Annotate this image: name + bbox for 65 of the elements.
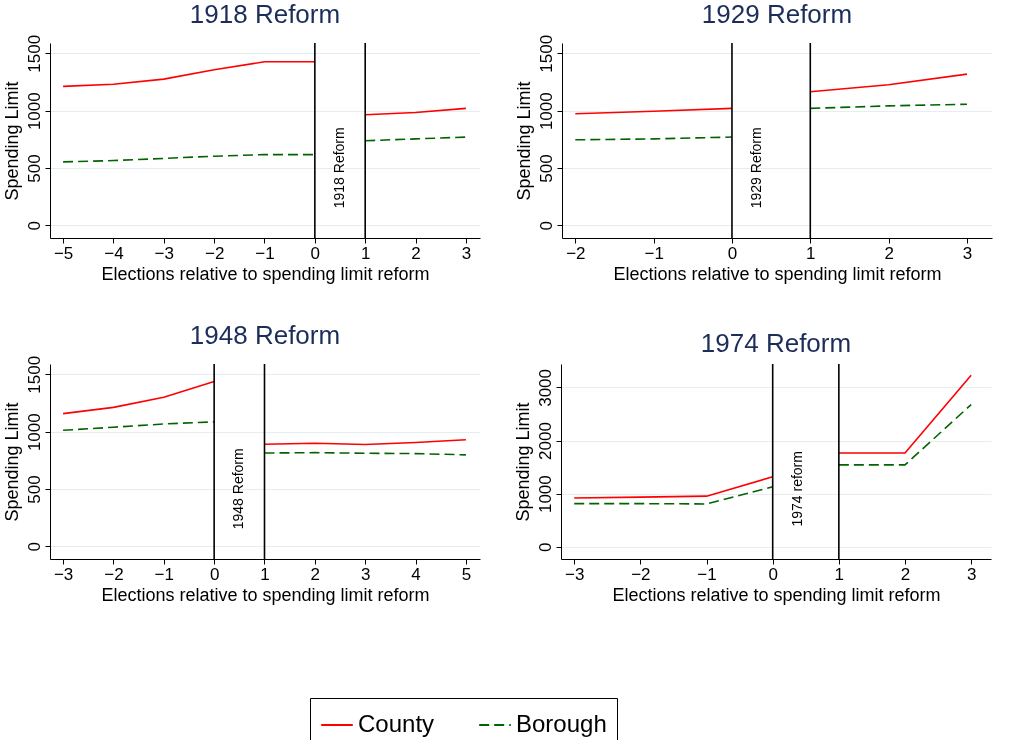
x-tick-label: 2	[411, 243, 421, 263]
x-tick-label: 4	[411, 564, 421, 584]
x-tick-label: −1	[697, 564, 717, 584]
y-axis-title: Spending Limit	[1, 402, 22, 522]
y-tick-label: 1000	[536, 92, 556, 131]
ref-line-label: 1918 Reform	[330, 127, 347, 209]
x-tick-label: −3	[154, 243, 174, 263]
y-tick-label: 1500	[24, 355, 44, 394]
legend-label: Borough	[516, 710, 607, 737]
x-tick-label: 3	[360, 564, 371, 584]
y-tick-label: 500	[24, 475, 44, 504]
ref-line-label: 1974 reform	[788, 451, 805, 527]
y-tick-label: 0	[24, 221, 44, 231]
x-tick-label: 0	[310, 243, 321, 263]
y-tick-label: 500	[24, 154, 44, 183]
y-tick-label: 0	[536, 221, 556, 231]
x-tick-label: 1	[360, 243, 371, 263]
x-tick-label: −3	[565, 564, 585, 584]
x-tick-label: 2	[884, 243, 894, 263]
x-tick-label: −2	[566, 243, 586, 263]
x-axis-title: Elections relative to spending limit reform	[612, 584, 941, 605]
ref-line-label: 1948 Reform	[230, 448, 247, 530]
x-tick-label: −2	[104, 564, 124, 584]
x-tick-label: 0	[209, 564, 220, 584]
chart-title: 1948 Reform	[189, 320, 341, 351]
x-tick-label: −2	[204, 243, 225, 263]
x-axis-title: Elections relative to spending limit reform	[101, 584, 430, 605]
y-tick-label: 0	[535, 542, 555, 553]
y-tick-label: 1000	[535, 475, 555, 514]
x-axis-title: Elections relative to spending limit reform	[613, 263, 942, 284]
y-tick-label: 0	[24, 542, 44, 552]
x-tick-label: 3	[461, 243, 472, 263]
legend-label: County	[358, 710, 435, 737]
y-tick-label: 3000	[535, 368, 555, 407]
x-tick-label: 1	[260, 564, 270, 584]
x-tick-label: −2	[631, 564, 651, 584]
x-tick-label: −1	[154, 564, 174, 584]
y-tick-label: 500	[536, 154, 556, 183]
ref-line-label: 1929 Reform	[747, 127, 764, 209]
y-tick-label: 2000	[535, 422, 555, 460]
x-tick-label: 3	[966, 564, 977, 584]
y-axis-title: Spending Limit	[1, 81, 22, 201]
y-axis-title: Spending Limit	[512, 402, 533, 522]
x-tick-label: −3	[53, 564, 74, 584]
chart-title: 1929 Reform	[701, 0, 853, 30]
y-axis-title: Spending Limit	[513, 81, 534, 201]
x-tick-label: −1	[644, 243, 664, 263]
x-tick-label: −1	[255, 243, 275, 263]
y-tick-label: 1500	[536, 34, 556, 73]
y-tick-label: 1000	[24, 92, 44, 131]
x-axis-title: Elections relative to spending limit reform	[101, 263, 430, 284]
x-tick-label: 0	[768, 564, 778, 584]
x-tick-label: 5	[461, 564, 472, 584]
x-tick-label: 1	[834, 564, 845, 584]
y-tick-label: 1500	[24, 34, 44, 73]
x-tick-label: 2	[310, 564, 321, 584]
x-tick-label: 2	[900, 564, 911, 584]
x-tick-label: 1	[806, 243, 816, 263]
x-tick-label: 0	[727, 243, 738, 263]
chart-title: 1918 Reform	[189, 0, 341, 30]
chart-title: 1974 Reform	[700, 328, 852, 359]
x-tick-label: −4	[104, 243, 124, 263]
x-tick-label: 3	[962, 243, 973, 263]
y-tick-label: 1000	[24, 413, 44, 452]
x-tick-label: −5	[53, 243, 74, 263]
